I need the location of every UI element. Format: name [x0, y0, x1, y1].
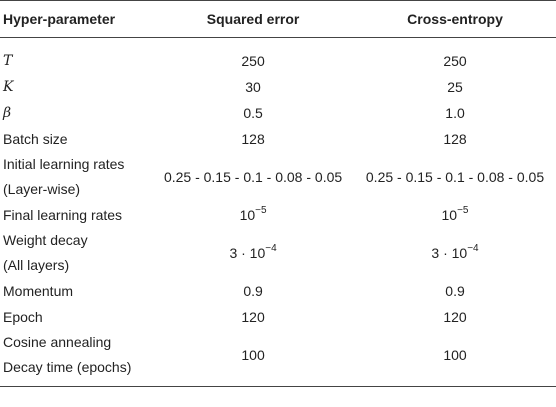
cell-cross-entropy: 1.0	[445, 104, 465, 121]
cell-cross-entropy: 250	[443, 52, 467, 69]
value-base: 10	[239, 206, 256, 223]
table-row: Batch size 128 128	[0, 126, 556, 152]
table-row: β 0.5 1.0	[0, 100, 556, 126]
cell-squared-error: 250	[241, 52, 265, 69]
param-cosine-annealing: Cosine annealing Decay time (epochs)	[0, 330, 152, 380]
hyperparameter-table: Hyper-parameter Squared error Cross-entr…	[0, 0, 556, 387]
table-row: Weight decay (All layers) 3 · 10−4 3 · 1…	[0, 228, 556, 278]
cell-squared-error: 120	[241, 308, 265, 325]
value-base: 3 · 10	[431, 244, 468, 261]
table-spacer	[0, 380, 556, 387]
table-row: T 250 250	[0, 48, 556, 74]
table-header-row: Hyper-parameter Squared error Cross-entr…	[0, 0, 556, 38]
cell-squared-error: 0.5	[243, 104, 263, 121]
table-row: Cosine annealing Decay time (epochs) 100…	[0, 330, 556, 380]
header-squared-error: Squared error	[206, 10, 300, 27]
table-row: K 30 25	[0, 74, 556, 100]
param-beta: β	[3, 105, 12, 121]
header-cross-entropy: Cross-entropy	[407, 10, 503, 27]
cell-squared-error: 30	[245, 78, 261, 95]
cell-cross-entropy: 100	[443, 346, 467, 363]
param-line: (Layer-wise)	[3, 181, 81, 197]
param-t: T	[3, 53, 13, 69]
table-row: Final learning rates 10−5 10−5	[0, 202, 556, 228]
param-line: Initial learning rates	[3, 156, 125, 172]
value-base: 3 · 10	[229, 244, 266, 261]
value-exponent: −4	[467, 242, 479, 254]
cell-squared-error: 0.9	[243, 282, 263, 299]
value-exponent: −4	[265, 242, 277, 254]
param-k: K	[3, 79, 14, 95]
cell-squared-error: 10−5	[152, 202, 354, 228]
value-exponent: −5	[255, 204, 267, 216]
param-epoch: Epoch	[3, 308, 43, 325]
param-line: (All layers)	[3, 257, 70, 273]
cell-cross-entropy: 120	[443, 308, 467, 325]
value-exponent: −5	[457, 204, 469, 216]
cell-cross-entropy: 3 · 10−4	[354, 228, 556, 278]
param-line: Cosine annealing	[3, 334, 112, 350]
cell-cross-entropy: 0.9	[445, 282, 465, 299]
param-momentum: Momentum	[3, 282, 74, 299]
param-initial-learning-rates: Initial learning rates (Layer-wise)	[0, 152, 152, 202]
cell-cross-entropy: 10−5	[354, 202, 556, 228]
param-weight-decay: Weight decay (All layers)	[0, 228, 152, 278]
param-batch-size: Batch size	[3, 130, 68, 147]
table-row: Initial learning rates (Layer-wise) 0.25…	[0, 152, 556, 202]
cell-squared-error: 0.25 - 0.15 - 0.1 - 0.08 - 0.05	[163, 168, 343, 185]
cell-squared-error: 100	[241, 346, 265, 363]
cell-cross-entropy: 128	[443, 130, 467, 147]
table-row: Momentum 0.9 0.9	[0, 278, 556, 304]
param-line: Weight decay	[3, 232, 88, 248]
table-row: Epoch 120 120	[0, 304, 556, 330]
cell-cross-entropy: 25	[447, 78, 463, 95]
value-base: 10	[441, 206, 458, 223]
table-spacer	[0, 37, 556, 49]
header-hyper-parameter: Hyper-parameter	[3, 10, 116, 27]
cell-squared-error: 128	[241, 130, 265, 147]
cell-cross-entropy: 0.25 - 0.15 - 0.1 - 0.08 - 0.05	[365, 168, 545, 185]
cell-squared-error: 3 · 10−4	[152, 228, 354, 278]
param-line: Decay time (epochs)	[3, 359, 132, 375]
param-final-learning-rates: Final learning rates	[3, 206, 123, 223]
